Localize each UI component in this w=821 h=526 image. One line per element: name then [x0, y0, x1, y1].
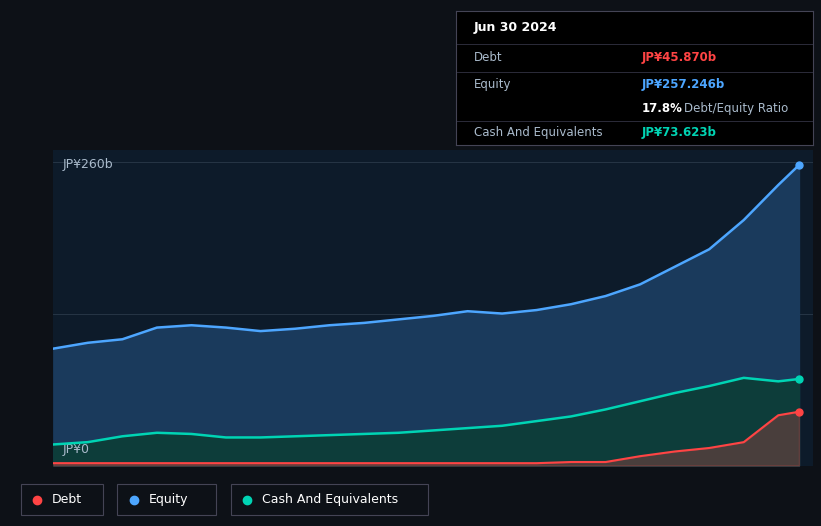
Text: 17.8%: 17.8%	[641, 102, 682, 115]
Text: Debt/Equity Ratio: Debt/Equity Ratio	[684, 102, 788, 115]
Text: Equity: Equity	[474, 78, 511, 90]
Text: Debt: Debt	[52, 493, 82, 506]
Text: Equity: Equity	[149, 493, 188, 506]
Text: JP¥260b: JP¥260b	[62, 158, 113, 171]
Text: JP¥0: JP¥0	[62, 443, 89, 456]
Text: JP¥45.870b: JP¥45.870b	[641, 51, 717, 64]
Text: Debt: Debt	[474, 51, 502, 64]
Text: JP¥73.623b: JP¥73.623b	[641, 126, 716, 139]
Text: Cash And Equivalents: Cash And Equivalents	[474, 126, 602, 139]
Text: Cash And Equivalents: Cash And Equivalents	[262, 493, 398, 506]
Text: JP¥257.246b: JP¥257.246b	[641, 78, 725, 90]
Text: Jun 30 2024: Jun 30 2024	[474, 21, 557, 34]
